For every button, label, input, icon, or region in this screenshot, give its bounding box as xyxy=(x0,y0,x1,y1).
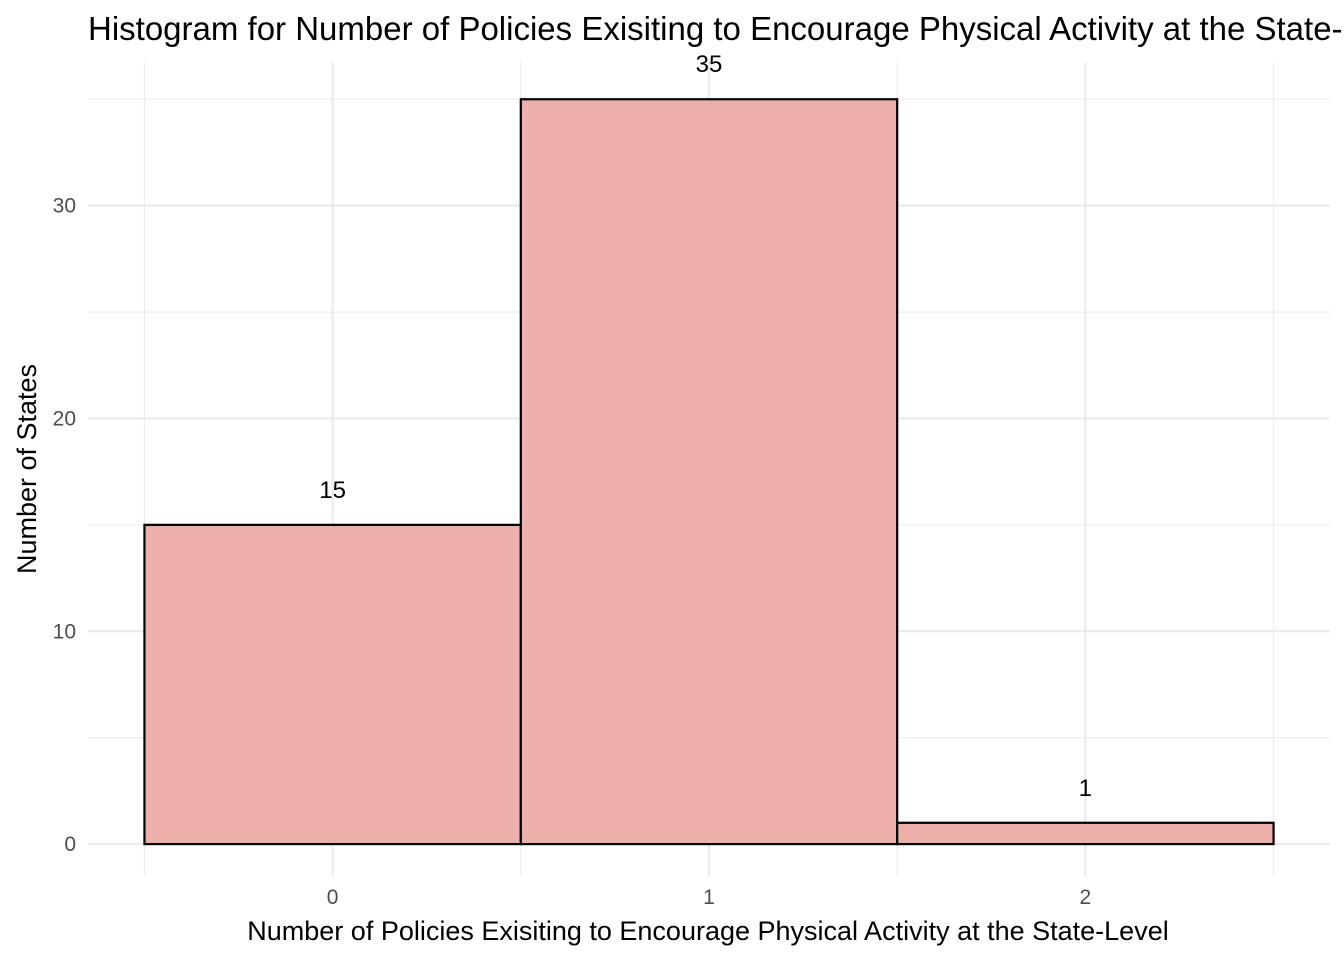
x-tick-label: 2 xyxy=(1080,886,1092,909)
x-axis-title: Number of Policies Exisiting to Encourag… xyxy=(247,916,1168,946)
tick-label-layer: 0 10 20 30 0 1 2 xyxy=(53,195,1092,909)
bar-value-label: 35 xyxy=(696,51,723,78)
bar-value-label: 1 xyxy=(1079,775,1092,802)
histogram-bar-0 xyxy=(143,523,522,846)
chart-title: Histogram for Number of Policies Exisiti… xyxy=(88,10,1344,47)
histogram-bar-1 xyxy=(519,98,899,846)
y-tick-label: 20 xyxy=(53,407,76,430)
y-axis-title: Number of States xyxy=(12,364,42,574)
bar-layer xyxy=(143,98,1275,846)
histogram-bar-2 xyxy=(896,821,1275,846)
y-tick-label: 30 xyxy=(53,195,76,218)
y-tick-label: 0 xyxy=(64,833,76,856)
data-label-layer: 15 35 1 xyxy=(319,51,1092,802)
x-tick-label: 1 xyxy=(703,886,715,909)
bar-value-label: 15 xyxy=(319,477,346,504)
x-tick-label: 0 xyxy=(327,886,339,909)
y-tick-label: 10 xyxy=(53,620,76,643)
